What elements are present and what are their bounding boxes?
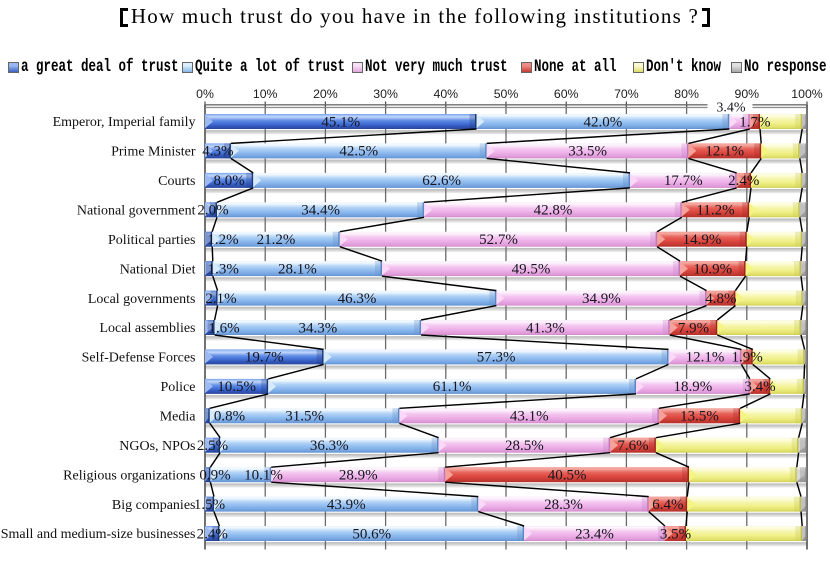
svg-text:12.1%: 12.1% (686, 350, 725, 366)
svg-text:52.7%: 52.7% (479, 232, 518, 248)
svg-text:Local governments: Local governments (88, 292, 196, 307)
svg-text:33.5%: 33.5% (568, 144, 607, 160)
svg-text:41.3%: 41.3% (526, 320, 565, 336)
svg-text:28.9%: 28.9% (339, 468, 378, 484)
svg-text:45.1%: 45.1% (321, 114, 360, 130)
svg-text:14.9%: 14.9% (683, 232, 722, 248)
svg-text:43.1%: 43.1% (510, 409, 549, 425)
svg-text:50%: 50% (494, 87, 519, 101)
svg-text:70%: 70% (614, 87, 639, 101)
svg-text:Political parties: Political parties (108, 233, 195, 248)
svg-text:10.1%: 10.1% (244, 468, 283, 484)
svg-text:42.8%: 42.8% (534, 203, 573, 219)
svg-text:1.2%: 1.2% (207, 232, 238, 248)
svg-text:Religious organizations: Religious organizations (63, 468, 195, 483)
svg-text:100%: 100% (791, 87, 823, 101)
svg-text:50.6%: 50.6% (352, 526, 391, 542)
svg-text:Emperor, Imperial family: Emperor, Imperial family (53, 115, 196, 130)
svg-text:Small and medium-size business: Small and medium-size businesses (1, 527, 196, 542)
svg-text:17.7%: 17.7% (664, 173, 703, 189)
svg-text:62.6%: 62.6% (422, 173, 461, 189)
svg-text:4.3%: 4.3% (202, 144, 233, 160)
svg-text:2.4%: 2.4% (197, 526, 228, 542)
svg-text:28.1%: 28.1% (278, 261, 317, 277)
svg-text:90%: 90% (734, 87, 759, 101)
svg-text:National government: National government (77, 204, 196, 219)
svg-text:Courts: Courts (158, 174, 195, 189)
svg-text:6.4%: 6.4% (652, 497, 683, 513)
svg-text:10%: 10% (253, 87, 278, 101)
svg-text:3.4%: 3.4% (744, 379, 775, 395)
svg-text:49.5%: 49.5% (512, 261, 551, 277)
svg-text:12.1%: 12.1% (705, 144, 744, 160)
svg-text:43.9%: 43.9% (327, 497, 366, 513)
svg-text:80%: 80% (674, 87, 699, 101)
svg-text:3.4%: 3.4% (716, 101, 746, 116)
svg-text:40%: 40% (433, 87, 458, 101)
svg-text:34.4%: 34.4% (301, 203, 340, 219)
svg-text:42.5%: 42.5% (339, 144, 378, 160)
svg-text:36.3%: 36.3% (310, 438, 349, 454)
svg-text:34.3%: 34.3% (299, 320, 338, 336)
svg-text:2.0%: 2.0% (197, 203, 228, 219)
svg-text:3.5%: 3.5% (660, 526, 691, 542)
svg-text:23.4%: 23.4% (575, 526, 614, 542)
svg-text:1.5%: 1.5% (194, 497, 225, 513)
svg-text:NGOs, NPOs: NGOs, NPOs (119, 439, 195, 454)
svg-text:National Diet: National Diet (120, 262, 196, 277)
svg-text:31.5%: 31.5% (285, 409, 324, 425)
svg-text:60%: 60% (554, 87, 579, 101)
svg-text:13.5%: 13.5% (680, 409, 719, 425)
svg-text:2.5%: 2.5% (197, 438, 228, 454)
svg-text:40.5%: 40.5% (548, 468, 587, 484)
svg-text:0.8%: 0.8% (214, 409, 245, 425)
svg-text:Prime Minister: Prime Minister (111, 145, 196, 160)
svg-text:11.2%: 11.2% (696, 203, 734, 219)
svg-text:1.9%: 1.9% (731, 350, 762, 366)
svg-text:46.3%: 46.3% (338, 291, 377, 307)
svg-text:0.9%: 0.9% (199, 468, 230, 484)
svg-text:1.7%: 1.7% (739, 114, 770, 130)
svg-text:61.1%: 61.1% (433, 379, 472, 395)
svg-text:42.0%: 42.0% (584, 114, 623, 130)
svg-text:34.9%: 34.9% (582, 291, 621, 307)
svg-text:19.7%: 19.7% (245, 350, 284, 366)
svg-text:4.8%: 4.8% (705, 291, 736, 307)
svg-text:21.2%: 21.2% (257, 232, 296, 248)
svg-text:1.3%: 1.3% (208, 261, 239, 277)
svg-text:7.9%: 7.9% (678, 320, 709, 336)
svg-text:Media: Media (160, 410, 197, 425)
svg-text:10.9%: 10.9% (693, 261, 732, 277)
svg-text:Self-Defense Forces: Self-Defense Forces (82, 351, 196, 366)
svg-text:Local assemblies: Local assemblies (99, 321, 195, 336)
svg-text:20%: 20% (313, 87, 338, 101)
svg-text:28.3%: 28.3% (544, 497, 583, 513)
svg-text:18.9%: 18.9% (674, 379, 713, 395)
svg-text:7.6%: 7.6% (617, 438, 648, 454)
svg-text:Big companies: Big companies (112, 498, 196, 513)
svg-text:2.1%: 2.1% (205, 291, 236, 307)
svg-text:Police: Police (161, 380, 196, 395)
svg-text:1.6%: 1.6% (208, 320, 239, 336)
svg-text:57.3%: 57.3% (477, 350, 516, 366)
svg-text:2.4%: 2.4% (728, 173, 759, 189)
svg-text:0%: 0% (196, 87, 214, 101)
svg-text:8.0%: 8.0% (213, 173, 244, 189)
svg-text:10.5%: 10.5% (217, 379, 256, 395)
svg-text:28.5%: 28.5% (505, 438, 544, 454)
svg-text:30%: 30% (373, 87, 398, 101)
